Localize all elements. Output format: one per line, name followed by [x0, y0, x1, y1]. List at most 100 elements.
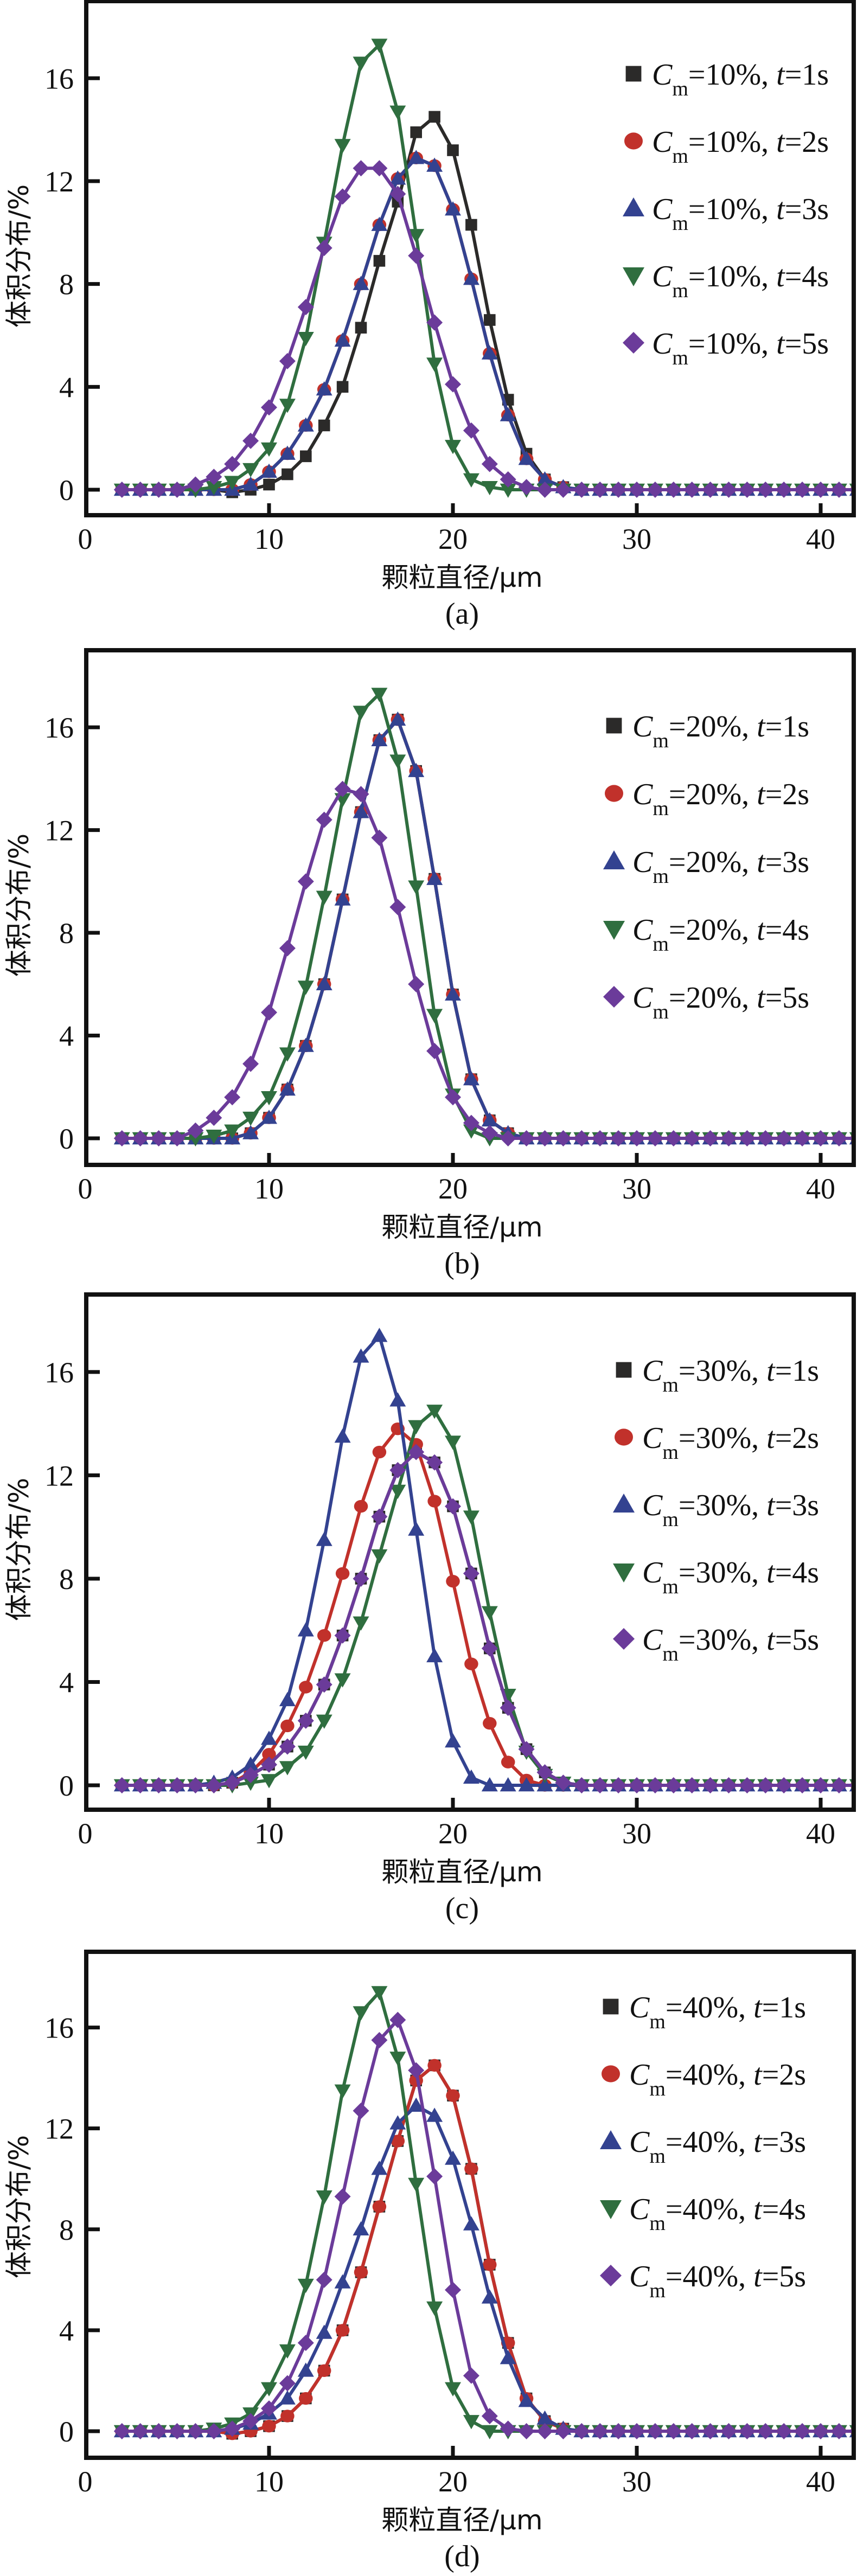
- data-point-t4: [445, 2382, 461, 2396]
- data-point-t5: [665, 1777, 682, 1793]
- legend-item-t1: Cm=20%, t=1s: [606, 710, 809, 752]
- data-point-t4: [187, 1132, 204, 1146]
- panel-label: (b): [444, 1247, 479, 1280]
- data-point-t5: [629, 1130, 645, 1146]
- legend-time-value: =1s: [775, 1354, 819, 1388]
- legend-time-var: t: [757, 981, 766, 1015]
- data-point-t4: [279, 1047, 296, 1062]
- data-point-t3: [371, 2161, 388, 2175]
- data-point-t4: [849, 1779, 852, 1784]
- data-point-t4: [463, 1510, 479, 1525]
- data-point-t1: [282, 468, 293, 480]
- data-point-t1: [318, 419, 330, 432]
- legend-value: =40%,: [666, 2193, 753, 2226]
- data-point-t5: [187, 1122, 204, 1139]
- data-point-t5: [463, 422, 479, 439]
- legend-label: Cm=20%, t=2s: [632, 778, 809, 820]
- data-point-t5: [665, 482, 682, 498]
- data-point-t5: [206, 2423, 222, 2439]
- data-point-t5: [629, 482, 645, 498]
- plot-area: [113, 1986, 852, 2440]
- data-point-t4: [408, 880, 425, 895]
- data-point-t5: [683, 1777, 700, 1793]
- legend-item-t3: Cm=30%, t=3s: [613, 1489, 819, 1531]
- legend-marker-t3: [603, 850, 625, 869]
- data-point-t5: [445, 2282, 461, 2298]
- data-point-t5: [334, 1627, 351, 1644]
- data-point-t5: [776, 1130, 792, 1146]
- data-point-t5: [500, 1130, 516, 1146]
- data-point-t1: [447, 144, 459, 156]
- x-axis-label: 颗粒直径/μm: [381, 1212, 542, 1243]
- legend-item-t1: Cm=30%, t=1s: [616, 1354, 819, 1396]
- data-point-t3: [536, 1777, 553, 1792]
- y-tick-label: 16: [44, 1356, 74, 1389]
- data-point-t3: [518, 2393, 535, 2407]
- data-point-t3: [445, 1733, 461, 1748]
- plot-area: [113, 1328, 852, 1793]
- data-point-t5: [776, 1777, 792, 1793]
- y-tick-label: 8: [59, 268, 74, 301]
- data-point-t3: [426, 2107, 443, 2122]
- data-point-t3: [426, 870, 443, 885]
- data-point-t2: [317, 2364, 331, 2378]
- data-point-t4: [389, 1484, 406, 1499]
- chart-panel-c: 0 4 8 12 16 0 10 20 30 40 颗粒直径/μm 体积分布/% (c) Cm=30%, …: [3, 1292, 856, 1925]
- data-point-t4: [481, 2425, 498, 2439]
- legend-value: =20%,: [669, 981, 757, 1015]
- data-point-t5: [739, 1777, 756, 1793]
- x-tick-label: 30: [622, 2465, 651, 2498]
- data-point-t5: [813, 482, 829, 498]
- data-point-t2: [299, 1681, 313, 1694]
- legend-marker-t5: [623, 332, 644, 354]
- x-tick-label: 10: [254, 2465, 284, 2498]
- legend-label: Cm=40%, t=2s: [629, 2058, 806, 2100]
- data-point-t5: [794, 2423, 811, 2439]
- series-line-t1: [121, 115, 852, 494]
- data-point-t5: [113, 2423, 130, 2439]
- y-axis-label: 体积分布/%: [3, 1478, 35, 1621]
- data-point-t3: [316, 976, 332, 991]
- legend-subscript: m: [653, 933, 669, 956]
- x-tick-label: 30: [622, 523, 651, 555]
- data-point-t1: [410, 126, 422, 138]
- data-point-t3: [481, 2289, 498, 2304]
- data-point-t5: [573, 482, 590, 498]
- data-point-t1: [428, 111, 440, 123]
- data-point-t4: [334, 1673, 351, 1688]
- series-t5: [113, 1444, 852, 1793]
- data-point-t5: [371, 1508, 388, 1525]
- x-tick-label: 10: [254, 1817, 284, 1850]
- series-t1: [116, 111, 852, 498]
- legend-label: Cm=40%, t=1s: [629, 1991, 806, 2033]
- data-point-t5: [408, 247, 425, 264]
- data-point-t3: [279, 1691, 296, 1707]
- data-point-t5: [610, 482, 627, 498]
- data-point-t5: [297, 873, 314, 890]
- data-point-t4: [389, 105, 406, 120]
- legend-marker-t5: [613, 1628, 635, 1650]
- panel-label: (c): [445, 1892, 479, 1925]
- legend-time-var: t: [776, 58, 785, 92]
- legend-time-var: t: [753, 2260, 763, 2293]
- data-point-t5: [757, 2423, 774, 2439]
- data-point-t4: [849, 483, 852, 488]
- data-point-t4: [849, 2425, 852, 2430]
- legend-subscript: m: [672, 145, 688, 168]
- data-point-t4: [297, 981, 314, 995]
- legend-var: C: [629, 2058, 650, 2092]
- legend-label: Cm=10%, t=3s: [652, 193, 829, 235]
- legend-time-value: =5s: [775, 1623, 819, 1657]
- data-point-t5: [813, 1130, 829, 1146]
- data-point-t4: [481, 481, 498, 496]
- data-point-t3: [849, 491, 852, 496]
- legend-var: C: [642, 1556, 663, 1590]
- legend-value: =40%,: [666, 1991, 753, 2024]
- data-point-t5: [132, 2423, 149, 2439]
- data-point-t5: [261, 2400, 277, 2417]
- legend-marker-t3: [623, 197, 644, 216]
- data-point-t2: [354, 1500, 368, 1513]
- data-point-t5: [371, 829, 388, 846]
- data-point-t3: [389, 711, 406, 726]
